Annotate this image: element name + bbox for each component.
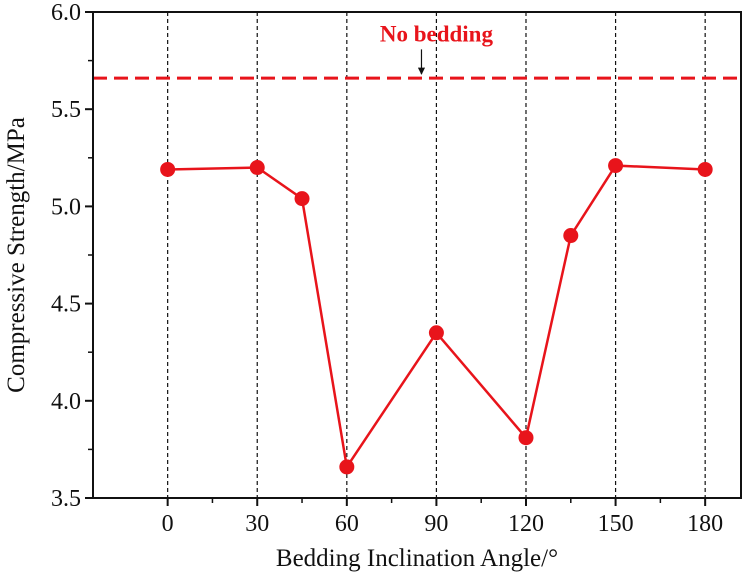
data-point-0 <box>160 161 176 177</box>
y-tick-label-3.5: 3.5 <box>51 486 81 512</box>
x-tick-label-90: 90 <box>424 511 448 537</box>
y-tick-label-6: 6.0 <box>51 0 81 26</box>
data-point-135 <box>563 228 579 244</box>
x-tick-label-30: 30 <box>245 511 269 537</box>
data-point-90 <box>428 325 444 341</box>
data-point-60 <box>339 459 355 475</box>
y-tick-label-5: 5.0 <box>51 194 81 220</box>
tick-labels: 0 30 60 90 120 150 180 3.5 4.0 4.5 5.0 5.5 6.0 <box>51 0 723 537</box>
x-axis-title: Bedding Inclination Angle/° <box>276 545 558 572</box>
annotations: No bedding <box>380 21 494 75</box>
x-tick-label-150: 150 <box>598 511 634 537</box>
x-tick-label-180: 180 <box>687 511 723 537</box>
x-tick-label-60: 60 <box>335 511 359 537</box>
y-tick-label-5.5: 5.5 <box>51 97 81 123</box>
annotation-label-0: No bedding <box>380 21 494 46</box>
data-point-45 <box>294 191 310 207</box>
gridlines <box>167 12 706 498</box>
data-point-30 <box>249 160 265 176</box>
y-tick-label-4.5: 4.5 <box>51 292 81 318</box>
series-layer <box>160 158 713 475</box>
plot-frame <box>92 11 742 499</box>
axes <box>85 11 742 506</box>
y-tick-label-4: 4.0 <box>51 389 81 415</box>
data-point-120 <box>518 430 534 446</box>
y-axis-title: Compressive Strength/MPa <box>3 117 30 393</box>
data-point-150 <box>608 158 624 174</box>
x-tick-label-0: 0 <box>162 511 174 537</box>
x-tick-label-120: 120 <box>508 511 544 537</box>
data-point-180 <box>697 161 713 177</box>
